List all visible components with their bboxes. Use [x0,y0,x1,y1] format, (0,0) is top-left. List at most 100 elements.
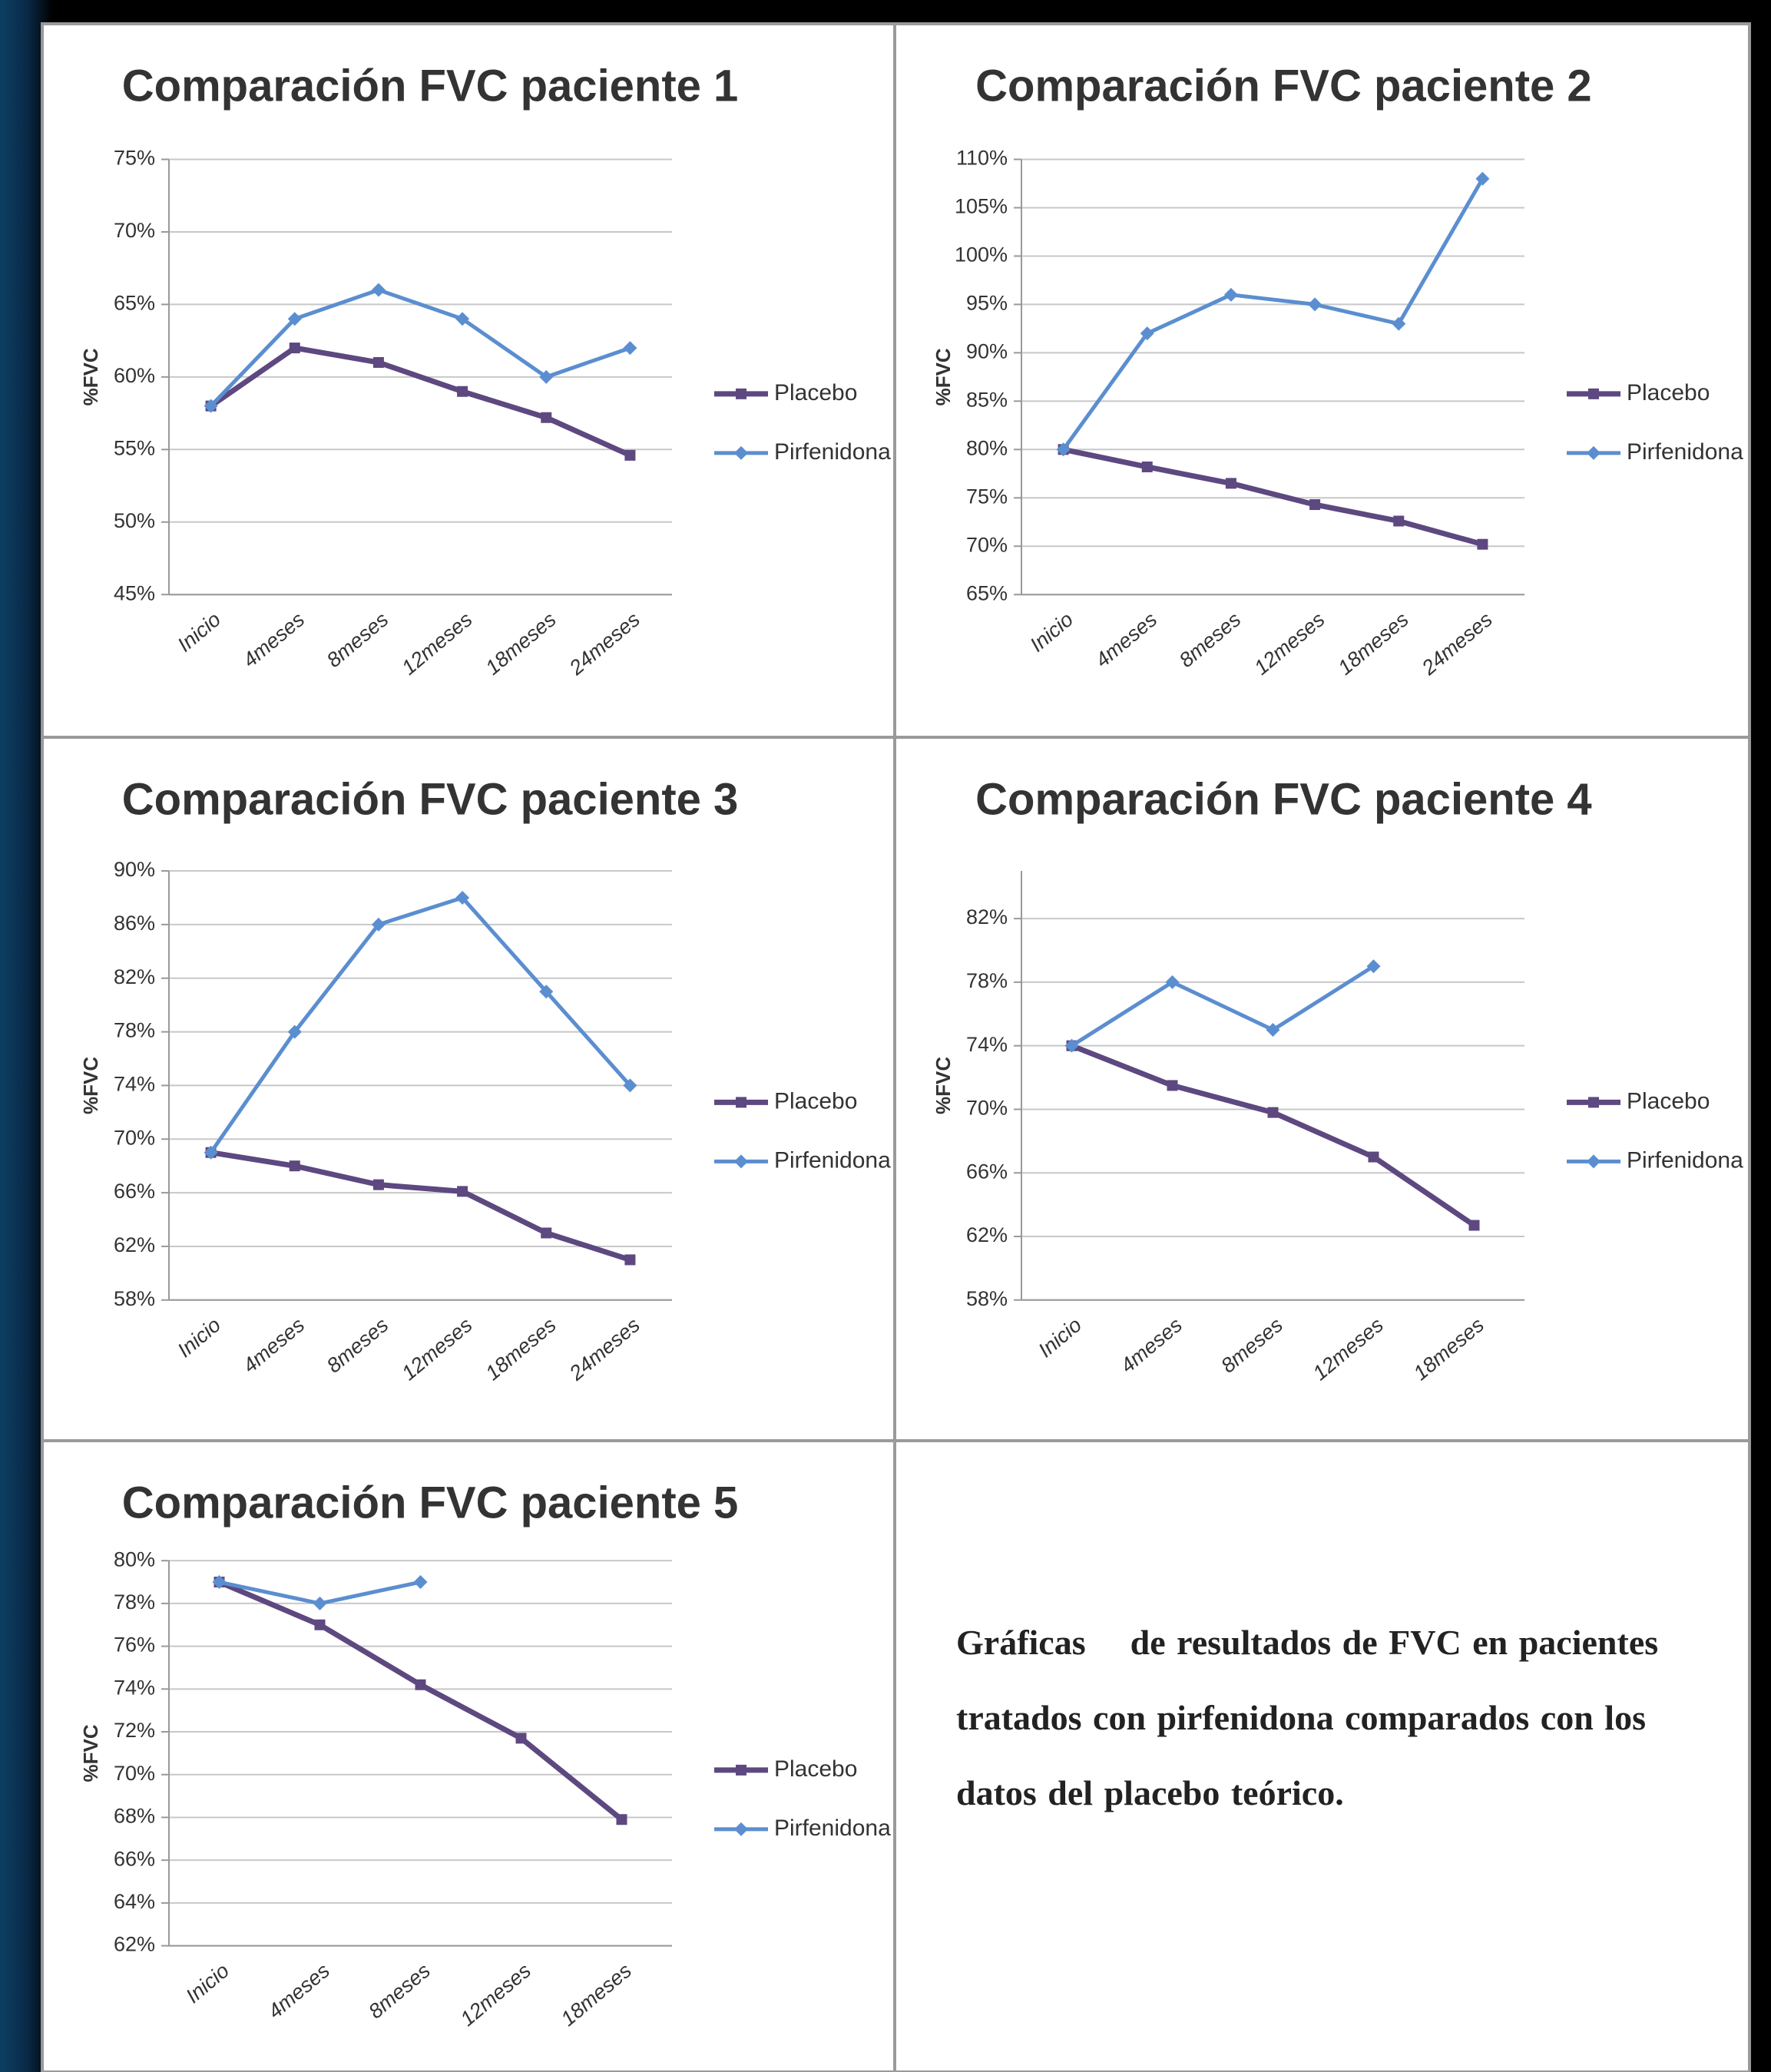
legend-marker [1588,388,1599,399]
legend-marker [1588,1097,1599,1108]
point [415,1679,426,1690]
point [1393,515,1405,527]
point [314,1619,326,1630]
y-tick-label: 90% [114,858,155,881]
series-line [210,1150,631,1263]
point [541,412,552,423]
y-axis-label: %FVC [932,1057,955,1114]
point [623,341,637,356]
y-tick-label: 85% [966,388,1008,411]
point [212,1575,227,1590]
y-tick-label: 66% [114,1180,155,1203]
y-tick-label: 95% [966,292,1008,315]
point [1266,1022,1280,1037]
y-tick-label: 65% [114,292,155,315]
legend-label: Placebo [774,380,857,405]
legend-label: Pirfenidona [1627,439,1743,465]
y-tick-label: 74% [114,1676,155,1699]
panel-border [41,22,1751,2072]
point [457,386,468,397]
y-tick-label: 66% [114,1847,155,1870]
y-tick-label: 86% [114,912,155,935]
legend-label: Pirfenidona [1627,1147,1743,1173]
point [541,1227,552,1239]
point [1140,326,1154,341]
y-tick-label: 65% [966,581,1008,604]
point [1223,287,1238,302]
point [204,1145,218,1160]
y-tick-label: 82% [966,905,1008,928]
point [515,1733,527,1744]
point [1366,959,1381,974]
point [1165,975,1180,989]
legend-label: Pirfenidona [774,1815,891,1841]
y-tick-label: 64% [114,1890,155,1913]
y-tick-label: 82% [114,965,155,988]
y-tick-label: 78% [114,1590,155,1614]
y-tick-label: 60% [114,364,155,387]
point [1267,1107,1279,1118]
y-tick-label: 62% [114,1933,155,1956]
series-line [1071,965,1375,1048]
point [1475,171,1490,186]
point [204,399,218,413]
point [457,1186,468,1197]
caption: Gráficas de resultados de FVC en pacient… [956,1623,1670,1812]
y-tick-label: 58% [114,1287,155,1310]
legend-marker [736,1764,746,1776]
y-tick-label: 62% [114,1233,155,1256]
point [1064,1038,1079,1053]
point [371,917,386,932]
y-tick-label: 70% [114,1762,155,1785]
y-tick-label: 78% [114,1019,155,1042]
point [1056,442,1071,457]
point [616,1814,627,1825]
point [455,312,470,326]
point [289,343,300,354]
y-axis-label: %FVC [79,1057,102,1114]
y-tick-label: 74% [966,1033,1008,1056]
y-tick-label: 90% [966,339,1008,362]
y-tick-label: 58% [966,1287,1008,1310]
y-tick-label: 78% [966,969,1008,992]
y-tick-label: 70% [966,1097,1008,1120]
legend-marker [736,388,746,399]
point [1308,297,1322,312]
series-line [209,288,631,408]
point [624,1254,636,1266]
y-tick-label: 70% [114,1126,155,1149]
y-tick-label: 75% [114,147,155,170]
series-line [209,895,632,1154]
point [1309,499,1321,511]
point [1468,1220,1480,1231]
point [455,890,470,905]
point [289,1160,300,1172]
y-tick-label: 68% [114,1805,155,1828]
y-axis-label: %FVC [79,1724,102,1782]
series-line [1061,177,1485,451]
y-tick-label: 76% [114,1633,155,1657]
y-tick-label: 66% [966,1160,1008,1183]
point [313,1596,327,1610]
point [623,1078,637,1093]
legend-marker [1587,1154,1601,1169]
legend-label: Placebo [774,1088,857,1114]
chart-title: Comparación FVC paciente 4 [975,774,1592,824]
legend-marker [734,445,748,460]
y-tick-label: 70% [114,219,155,242]
y-tick-label: 45% [114,581,155,604]
point [1225,478,1236,489]
point [371,283,386,297]
y-axis-label: %FVC [79,348,102,405]
chart-title: Comparación FVC paciente 3 [122,774,739,824]
legend-label: Placebo [1627,380,1710,405]
legend-marker [1587,445,1601,460]
legend-marker [734,1154,748,1169]
y-tick-label: 55% [114,436,155,459]
y-tick-label: 72% [114,1719,155,1742]
legend-label: Pirfenidona [774,1147,891,1173]
y-tick-label: 100% [955,243,1008,266]
legend-marker [736,1097,746,1108]
legend-label: Pirfenidona [774,439,891,465]
series-line [1062,446,1484,548]
